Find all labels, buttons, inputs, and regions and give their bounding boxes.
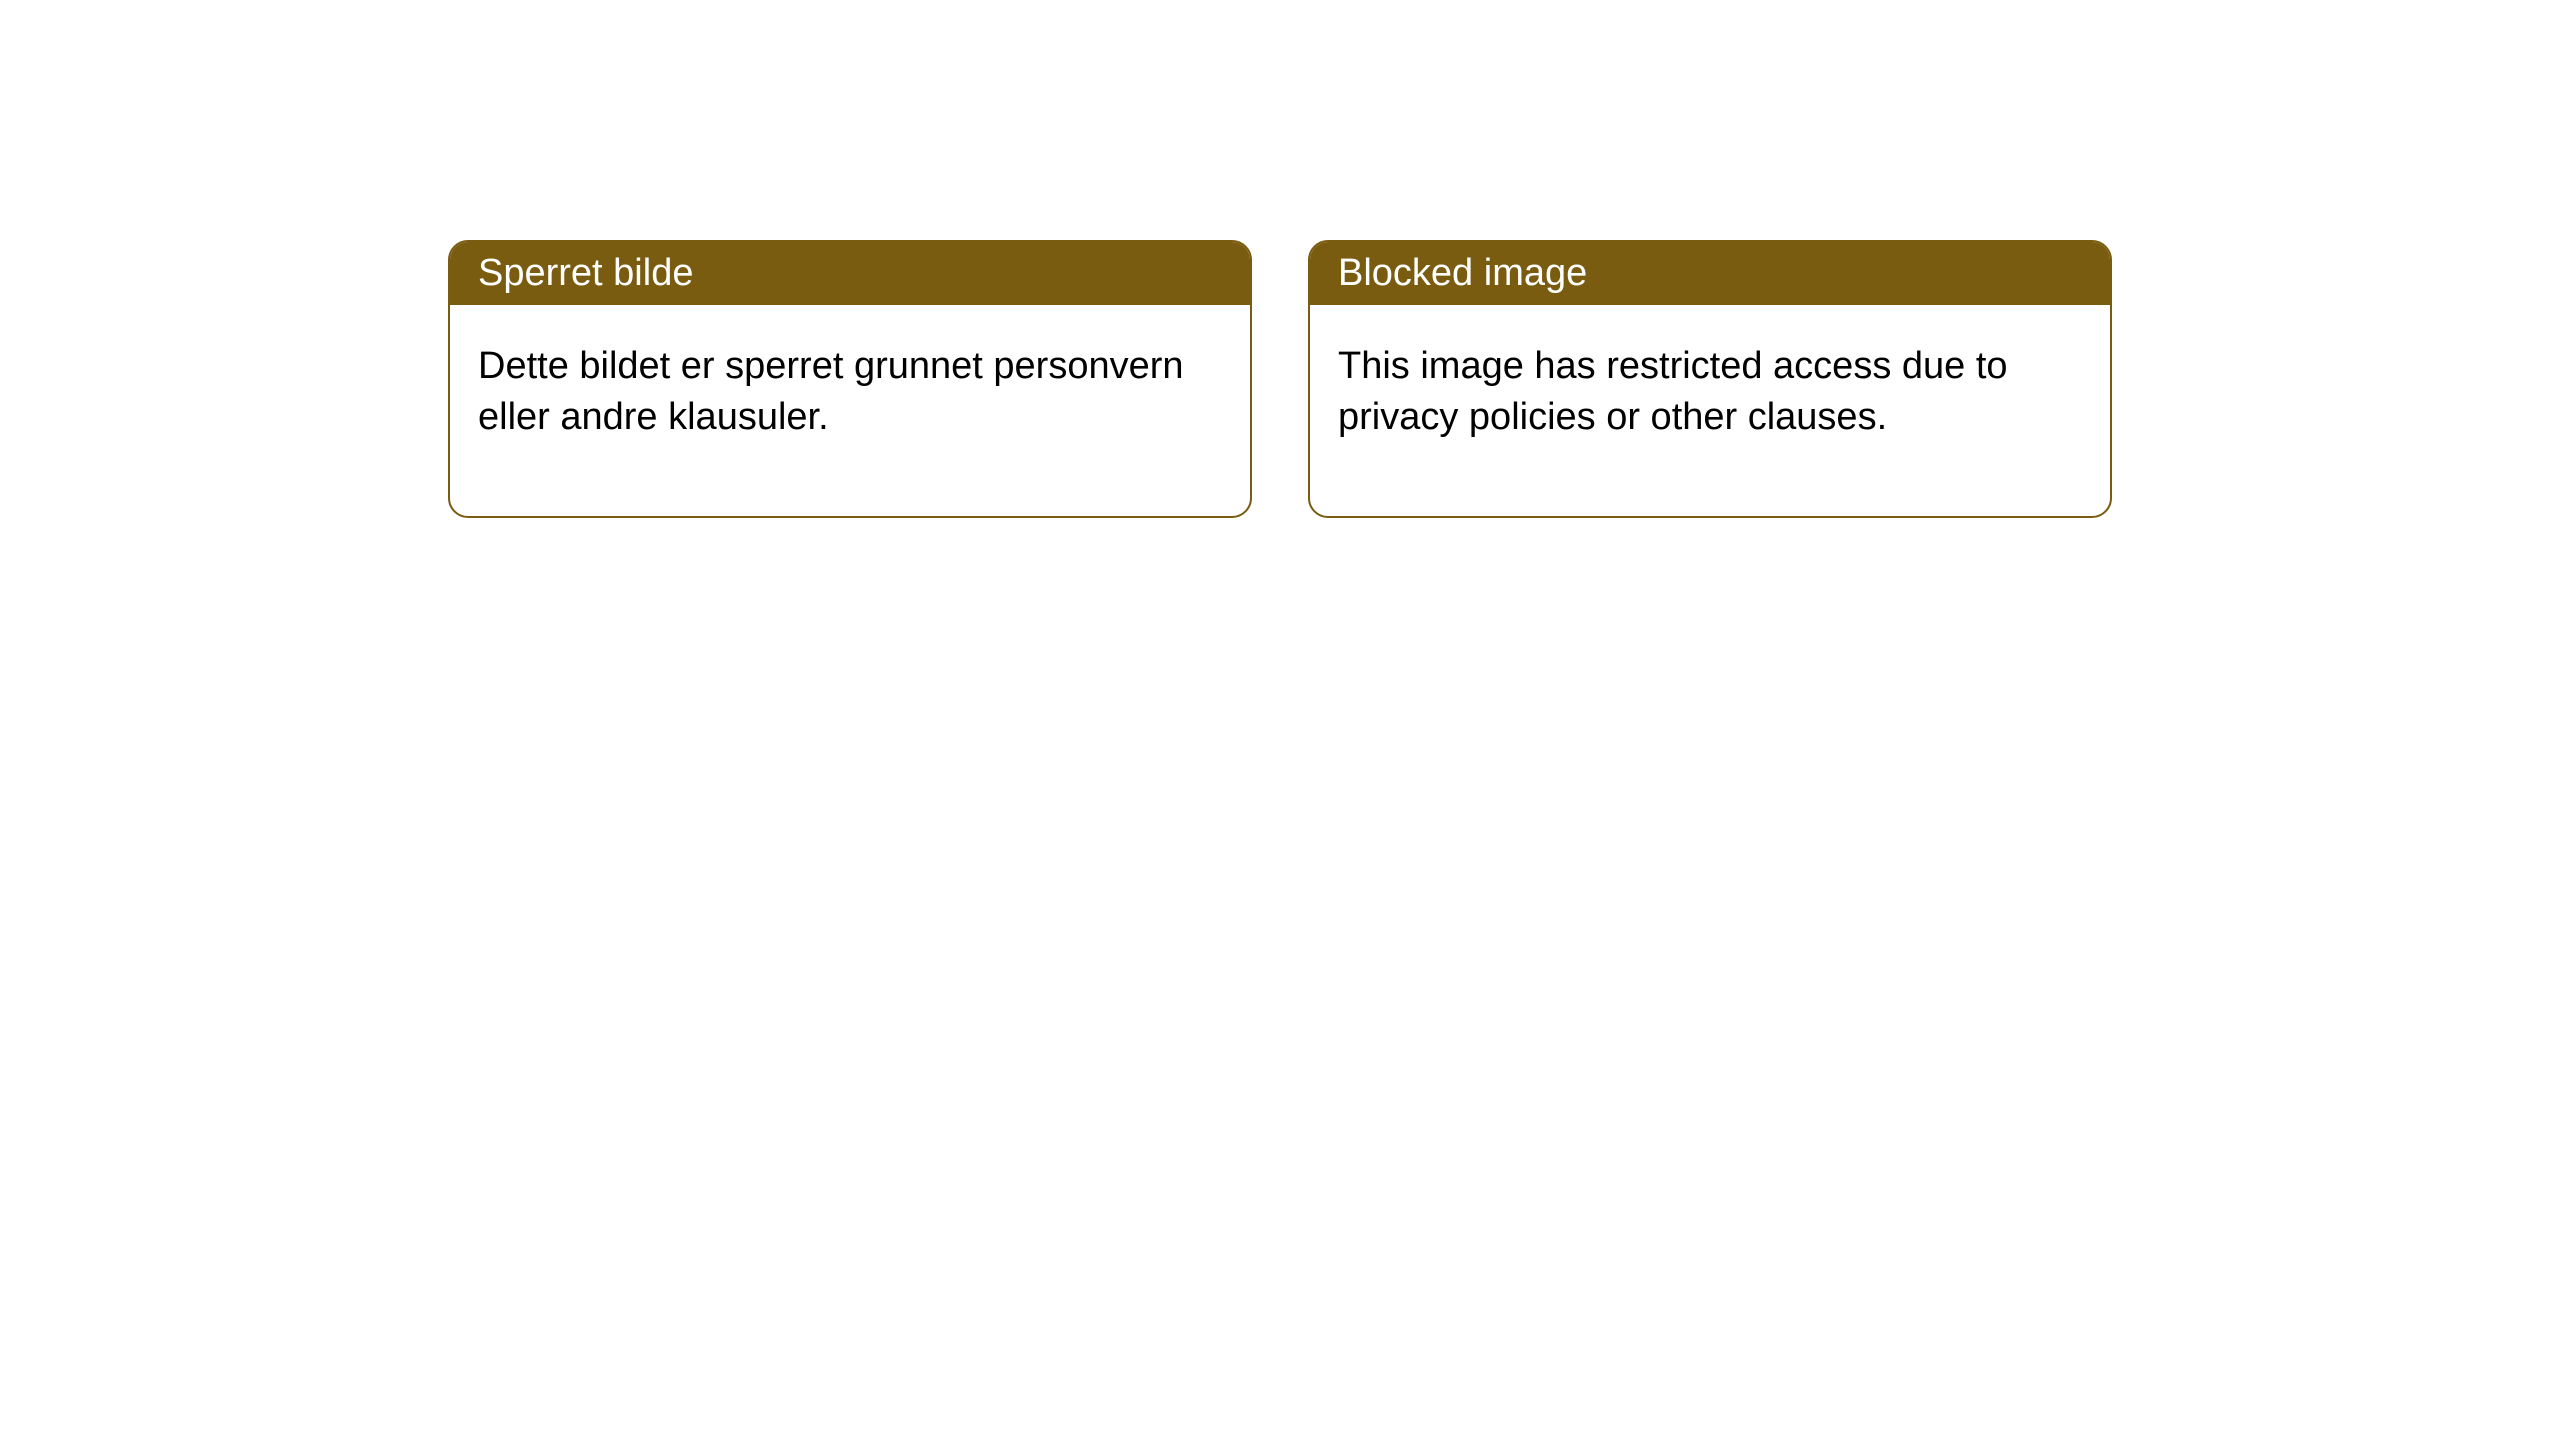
card-header: Blocked image [1310,242,2110,305]
card-header: Sperret bilde [450,242,1250,305]
blocked-image-card-no: Sperret bilde Dette bildet er sperret gr… [448,240,1252,518]
card-body: This image has restricted access due to … [1310,305,2110,516]
card-body-text: This image has restricted access due to … [1338,345,2008,438]
cards-container: Sperret bilde Dette bildet er sperret gr… [448,240,2112,518]
blocked-image-card-en: Blocked image This image has restricted … [1308,240,2112,518]
card-body-text: Dette bildet er sperret grunnet personve… [478,345,1184,438]
card-title: Blocked image [1338,252,1587,294]
card-title: Sperret bilde [478,252,693,294]
card-body: Dette bildet er sperret grunnet personve… [450,305,1250,516]
